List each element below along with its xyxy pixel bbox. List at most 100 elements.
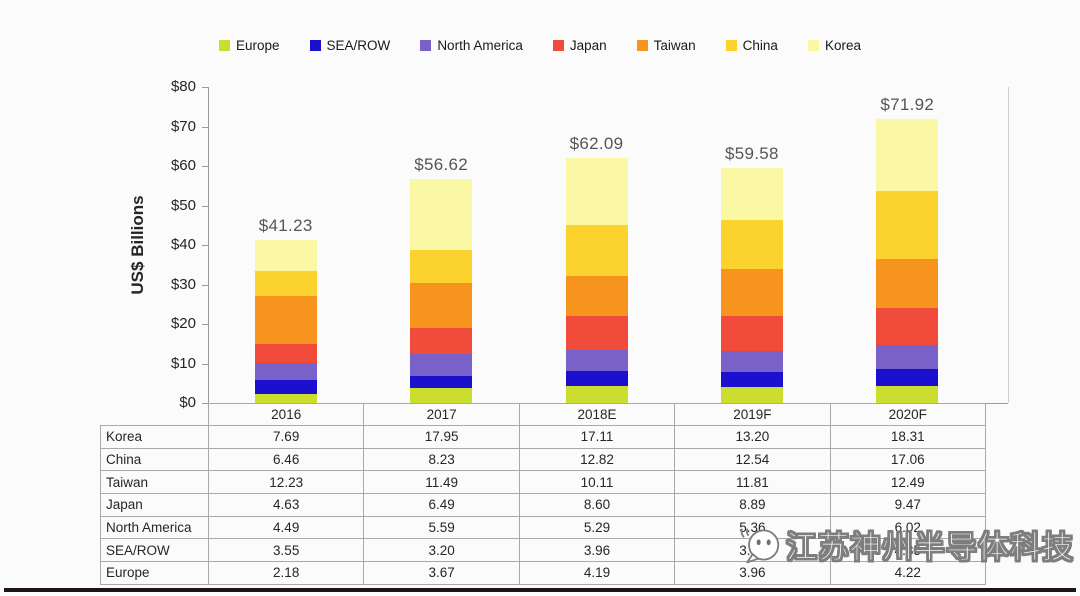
bar-segment-korea xyxy=(720,167,783,220)
bar-column-2016 xyxy=(254,240,317,403)
bar-segment-europe xyxy=(254,394,317,403)
bar-segment-sea-row xyxy=(876,369,939,387)
value-cell: 8.60 xyxy=(518,493,676,517)
value-cell: 5.59 xyxy=(363,515,520,540)
legend-swatch-north-america xyxy=(420,40,432,51)
y-axis-line xyxy=(208,87,209,403)
bar-segment-china xyxy=(410,250,473,283)
y-axis-tick-label: $40 xyxy=(170,236,196,253)
plot-right-border xyxy=(1008,87,1009,403)
table-row: Taiwan 12.23 11.49 10.11 11.81 12.49 xyxy=(100,470,986,495)
legend-item-korea: Korea xyxy=(807,38,861,53)
value-cell: 3.96 xyxy=(518,538,676,563)
bar-segment-sea-row xyxy=(410,375,473,389)
legend-label: Japan xyxy=(569,38,607,53)
watermark: 江苏神州半导体科技 xyxy=(738,522,1074,567)
bar-total-label: $41.23 xyxy=(258,216,313,236)
value-cell: 4.49 xyxy=(207,515,365,540)
bar-segment-japan xyxy=(720,315,783,352)
bar-segment-japan xyxy=(410,328,473,354)
table-year-header: 2019F xyxy=(674,403,831,426)
y-axis-tick-mark xyxy=(202,87,208,88)
bar-segment-korea xyxy=(876,118,939,192)
table-year-header: 2018E xyxy=(518,403,676,426)
bar-column-2017 xyxy=(410,179,473,403)
value-cell: 6.49 xyxy=(363,493,520,517)
bar-total-label: $62.09 xyxy=(569,133,624,153)
bar-total-label: $56.62 xyxy=(414,155,468,175)
region-label-cell: China xyxy=(100,447,209,472)
legend-label: Europe xyxy=(236,38,280,53)
bar-segment-taiwan xyxy=(254,296,317,345)
bar-segment-china xyxy=(565,225,628,276)
bar-segment-north-america xyxy=(565,349,628,371)
legend-swatch-korea xyxy=(807,40,819,51)
value-cell: 13.20 xyxy=(674,425,831,449)
bar-segment-north-america xyxy=(254,362,317,381)
y-axis-tick-label: $20 xyxy=(170,315,196,332)
value-cell: 7.69 xyxy=(207,425,365,449)
y-axis-tick-mark xyxy=(202,205,208,207)
legend-label: SEA/ROW xyxy=(326,38,391,53)
legend-item-japan: Japan xyxy=(552,38,607,53)
value-cell: 4.19 xyxy=(518,561,676,585)
legend-label: North America xyxy=(437,38,523,53)
bar-segment-china xyxy=(254,270,317,297)
legend-swatch-japan xyxy=(552,40,564,51)
value-cell: 3.67 xyxy=(363,561,520,585)
value-cell: 3.55 xyxy=(207,538,365,563)
bar-column-2019f xyxy=(720,167,783,403)
y-axis-tick-mark xyxy=(202,166,208,167)
y-axis-tick-mark xyxy=(202,245,208,246)
table-corner-blank xyxy=(101,404,209,426)
bar-total-label: $71.92 xyxy=(880,94,935,114)
legend-item-north-america: North America xyxy=(420,38,523,53)
bar-segment-sea-row xyxy=(720,372,783,388)
chart-legend: Europe SEA/ROW North America Japan Taiwan Chi… xyxy=(0,38,1080,53)
value-cell: 12.23 xyxy=(207,470,365,495)
y-axis-tick-label: $50 xyxy=(170,196,196,214)
y-axis-tick-label: $80 xyxy=(170,78,196,95)
legend-label: Taiwan xyxy=(653,38,696,53)
bar-segment-china xyxy=(720,219,783,270)
bar-segment-north-america xyxy=(720,351,783,373)
value-cell: 17.95 xyxy=(363,425,520,449)
wechat-logo-icon xyxy=(740,528,780,563)
bar-segment-taiwan xyxy=(410,282,473,329)
y-axis-tick-label: $70 xyxy=(170,117,196,135)
bar-segment-china xyxy=(876,191,939,259)
region-label-cell: North America xyxy=(100,515,209,540)
value-cell: 11.81 xyxy=(674,470,831,495)
bar-segment-sea-row xyxy=(254,380,317,395)
legend-item-china: China xyxy=(725,38,778,53)
value-cell: 8.89 xyxy=(674,493,831,517)
bar-segment-korea xyxy=(254,240,317,271)
value-cell: 5.29 xyxy=(518,515,676,540)
region-label-cell: Korea xyxy=(100,425,209,449)
bar-column-2018e xyxy=(565,157,628,403)
bar-segment-korea xyxy=(565,157,628,226)
legend-swatch-europe xyxy=(219,40,230,51)
region-label-cell: Taiwan xyxy=(100,470,209,495)
y-axis-tick-mark xyxy=(202,126,208,128)
bottom-divider xyxy=(4,588,1076,592)
table-year-header: 2017 xyxy=(363,403,520,426)
region-label-cell: SEA/ROW xyxy=(100,538,209,563)
table-row: Korea 7.69 17.95 17.11 13.20 18.31 xyxy=(100,425,986,449)
table-row: China 6.46 8.23 12.82 12.54 17.06 xyxy=(100,447,986,472)
region-label-cell: Europe xyxy=(100,561,209,585)
table-row: Japan 4.63 6.49 8.60 8.89 9.47 xyxy=(100,493,986,517)
legend-swatch-sea-row xyxy=(309,40,321,51)
table-header-row: 2016 2017 2018E 2019F 2020F xyxy=(101,403,986,426)
bar-segment-europe xyxy=(876,386,939,403)
bar-segment-north-america xyxy=(876,345,939,370)
bar-segment-japan xyxy=(565,315,628,350)
bar-segment-japan xyxy=(254,344,317,363)
value-cell: 8.23 xyxy=(363,447,520,472)
y-axis-tick-mark xyxy=(202,403,208,404)
y-axis-tick-mark xyxy=(202,284,208,286)
bar-segment-taiwan xyxy=(565,275,628,316)
y-axis-tick-label: $30 xyxy=(170,275,196,293)
y-axis-tick-label: $0 xyxy=(179,394,196,411)
